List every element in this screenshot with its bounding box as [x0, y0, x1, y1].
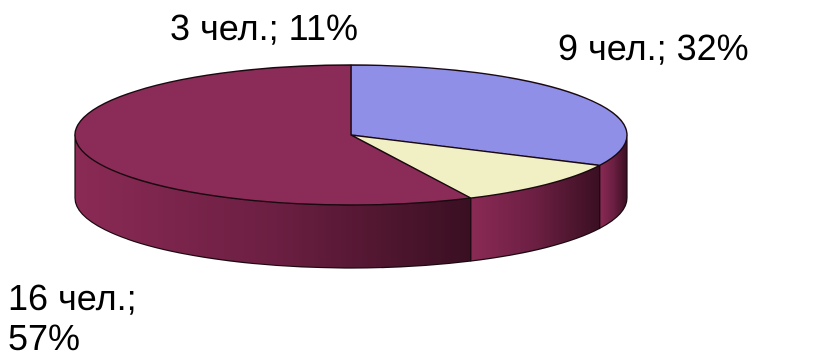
slice-label-1-line-0: 3 чел.; 11%	[170, 7, 358, 48]
slice-label-2-line-0: 16 чел.;	[8, 277, 137, 318]
slice-label-0-line-0: 9 чел.; 32%	[558, 27, 749, 68]
slice-label-1: 3 чел.; 11%	[170, 7, 358, 48]
pie-slice-0	[350, 64, 628, 167]
pie-group	[74, 64, 628, 269]
pie-slice-2	[74, 64, 472, 206]
slice-label-2-line-1: 57%	[8, 317, 81, 359]
slice-label-2: 16 чел.; 57%	[8, 277, 137, 359]
pie-slice-1	[350, 134, 601, 199]
slice-label-0: 9 чел.; 32%	[558, 27, 749, 68]
